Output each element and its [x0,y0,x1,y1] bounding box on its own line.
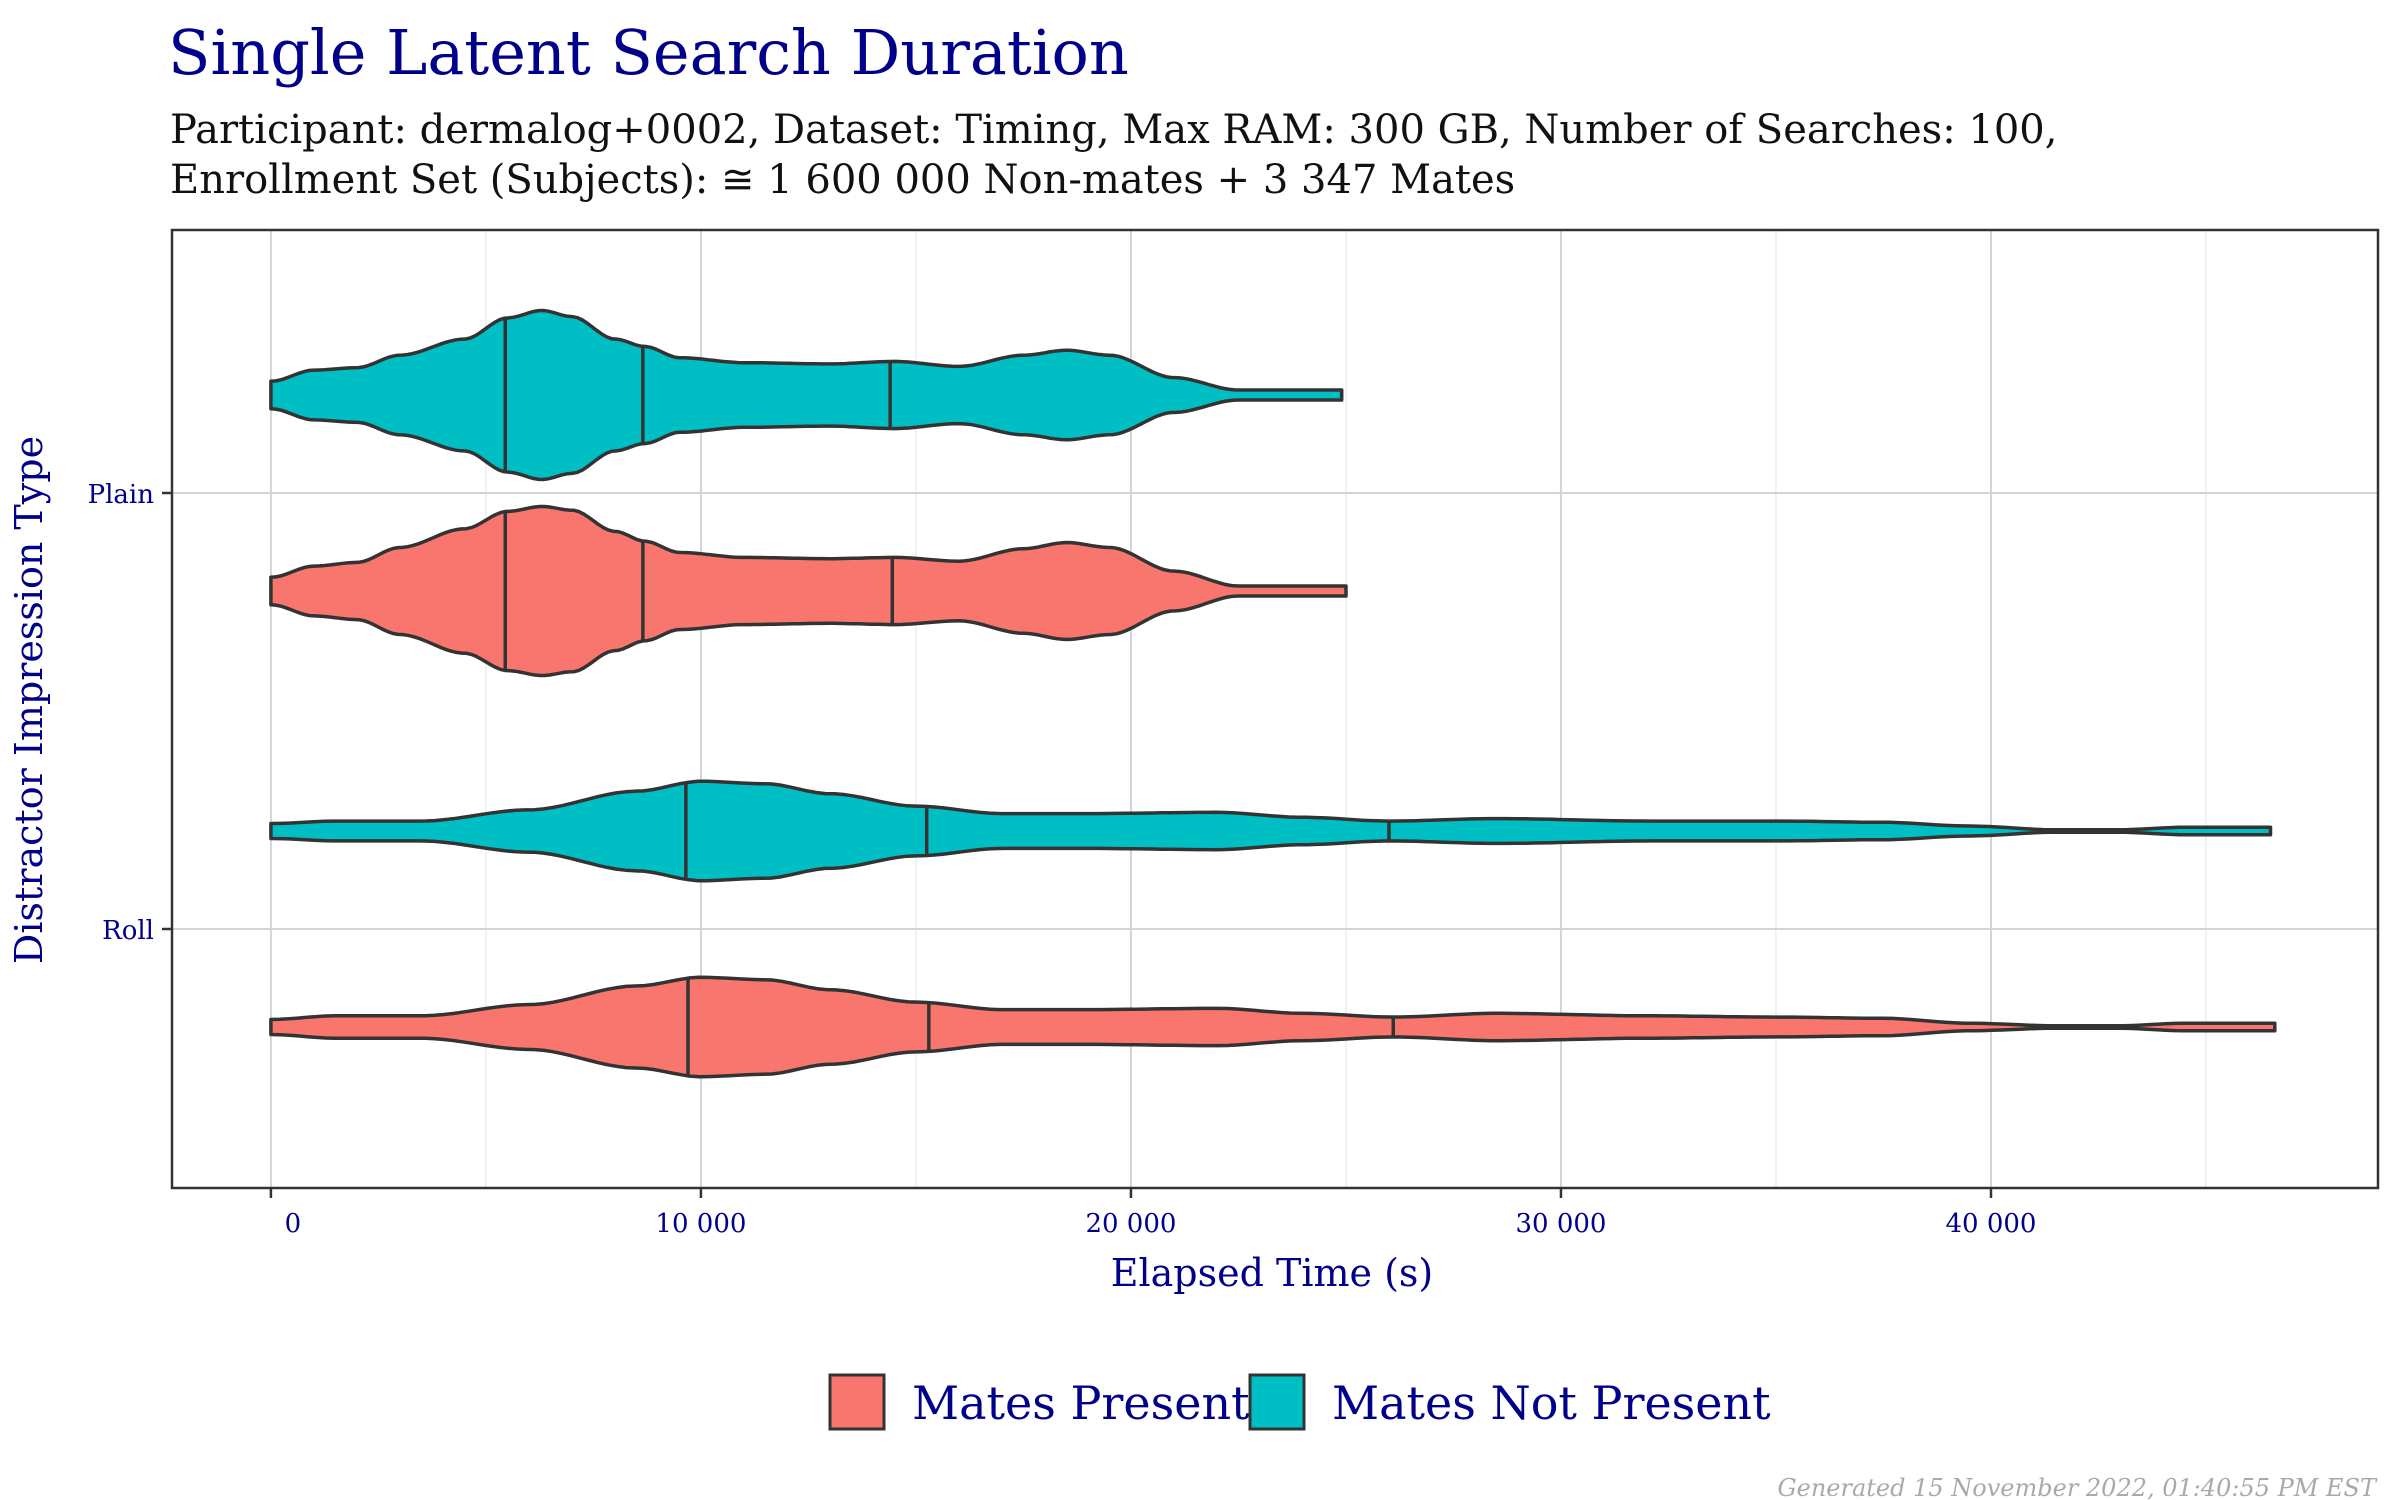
chart-title: Single Latent Search Duration [168,16,1129,89]
violin-plain-mates-present [269,504,1348,678]
y-axis: Plain Roll [88,480,172,946]
x-tick-label: 10 000 [655,1209,746,1239]
violin-roll-mates-not-present [269,779,2273,883]
chart-subtitle-line2: Enrollment Set (Subjects): ≅ 1 600 000 N… [170,157,1515,203]
x-axis: 0 10 000 20 000 30 000 40 000 [269,1188,2036,1239]
legend-label-mates-not-present: Mates Not Present [1332,1376,1771,1430]
x-tick-label: 40 000 [1945,1209,2036,1239]
y-tick-label-plain: Plain [88,480,155,510]
x-tick-label: 30 000 [1515,1209,1606,1239]
legend: Mates Present Mates Not Present [828,1373,1771,1431]
y-axis-title: Distractor Impression Type [7,436,51,964]
legend-key-mates-not-present [1248,1373,1306,1431]
legend-key-mates-present [828,1373,886,1431]
generated-footer: Generated 15 November 2022, 01:40:55 PM … [1777,1474,2378,1500]
x-axis-title: Elapsed Time (s) [1111,1251,1434,1295]
legend-label-mates-present: Mates Present [912,1376,1250,1430]
violin-plain-mates-not-present [269,308,1344,482]
violin-roll-mates-present [269,975,2277,1079]
y-tick-label-roll: Roll [102,916,154,946]
plot-frame [170,228,2380,1190]
violin-layer [269,308,2277,1079]
x-tick-label: 20 000 [1085,1209,1176,1239]
chart-subtitle-line1: Participant: dermalog+0002, Dataset: Tim… [170,107,2057,153]
x-tick-label: 0 [285,1209,302,1239]
plot-border [170,228,2380,1190]
